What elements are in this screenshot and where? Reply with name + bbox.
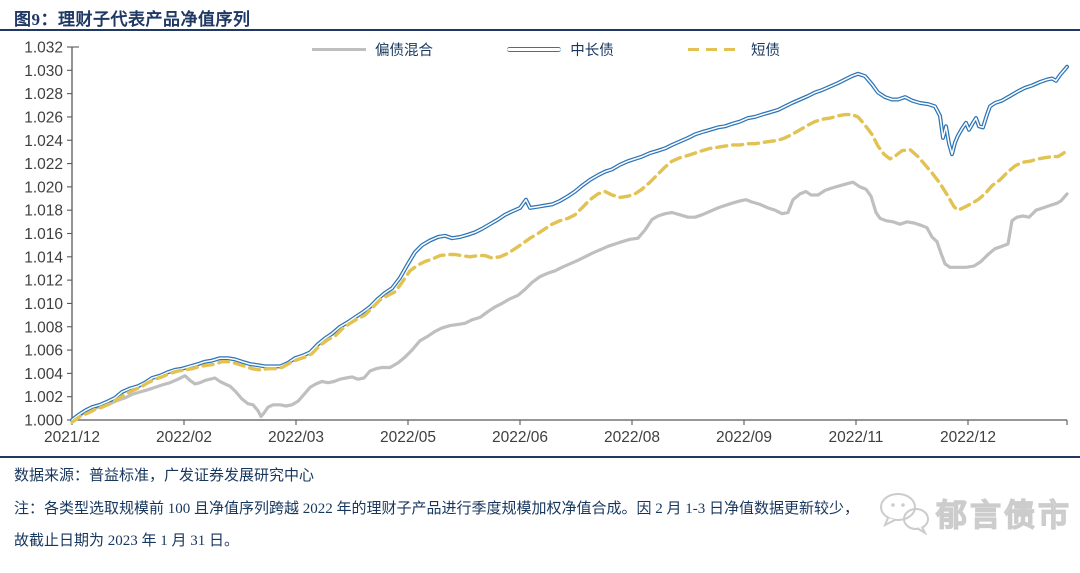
y-tick-label: 1.010 bbox=[24, 296, 63, 313]
x-tick-label: 2022/12 bbox=[940, 429, 996, 446]
x-tick-label: 2022/03 bbox=[268, 429, 324, 446]
legend-entry-short-bond: 短债 bbox=[688, 39, 780, 60]
footer-divider bbox=[0, 456, 1080, 458]
legend-label: 短债 bbox=[751, 43, 780, 59]
legend-label: 中长债 bbox=[570, 43, 614, 59]
series-line-短债 bbox=[70, 112, 1069, 424]
y-tick-label: 1.016 bbox=[24, 226, 63, 243]
y-tick-label: 1.006 bbox=[24, 343, 63, 360]
x-tick-label: 2022/06 bbox=[492, 429, 548, 446]
footnote-line-1: 注：各类型选取规模前 100 且净值序列跨越 2022 年的理财子产品进行季度规… bbox=[14, 501, 860, 517]
y-tick-label: 1.012 bbox=[24, 273, 63, 290]
watermark-text: 郁言债市 bbox=[935, 497, 1072, 533]
y-tick-label: 1.002 bbox=[24, 389, 63, 406]
x-tick-label: 2022/11 bbox=[829, 429, 884, 446]
footnote-line-2: 故截止日期为 2023 年 1 月 31 日。 bbox=[14, 533, 240, 549]
figure-title: 图9：理财子代表产品净值序列 bbox=[14, 10, 251, 29]
yellow-dashed-key-icon bbox=[688, 47, 742, 52]
legend-entry-mixed: 偏债混合 bbox=[312, 39, 433, 60]
y-tick-label: 1.018 bbox=[24, 203, 63, 220]
x-tick-label: 2022/09 bbox=[716, 429, 772, 446]
title-divider bbox=[0, 29, 1080, 31]
legend-label: 偏债混合 bbox=[375, 43, 433, 59]
series-line-core-中长债 bbox=[71, 66, 1068, 421]
y-tick-label: 1.022 bbox=[24, 156, 63, 173]
x-tick-label: 2022/08 bbox=[604, 429, 660, 446]
x-tick-label: 2022/02 bbox=[156, 429, 212, 446]
legend-entry-medium-long-bond: 中长债 bbox=[507, 39, 614, 60]
y-tick-label: 1.014 bbox=[24, 249, 63, 266]
chart-legend: 偏债混合 中长债 短债 bbox=[312, 39, 780, 60]
gray-line-key-icon bbox=[312, 48, 366, 51]
y-tick-label: 1.028 bbox=[24, 86, 63, 103]
y-tick-label: 1.024 bbox=[24, 133, 63, 150]
y-tick-label: 1.030 bbox=[24, 63, 63, 80]
y-tick-label: 1.026 bbox=[24, 109, 63, 126]
y-tick-label: 1.000 bbox=[24, 413, 63, 430]
wechat-bubbles-icon bbox=[880, 492, 929, 535]
x-tick-label: 2021/12 bbox=[44, 429, 100, 446]
y-tick-label: 1.032 bbox=[24, 40, 63, 57]
x-tick-label: 2022/05 bbox=[380, 429, 436, 446]
watermark: 郁言债市 bbox=[878, 490, 1072, 535]
series-line-偏债混合 bbox=[70, 180, 1069, 422]
data-source-line: 数据来源：普益标准，广发证券发展研究中心 bbox=[14, 468, 315, 484]
y-tick-label: 1.004 bbox=[24, 366, 63, 383]
blue-line-key-icon bbox=[507, 47, 562, 52]
y-tick-label: 1.008 bbox=[24, 319, 63, 336]
series-line-中长债 bbox=[70, 64, 1069, 422]
y-tick-label: 1.020 bbox=[24, 179, 63, 196]
